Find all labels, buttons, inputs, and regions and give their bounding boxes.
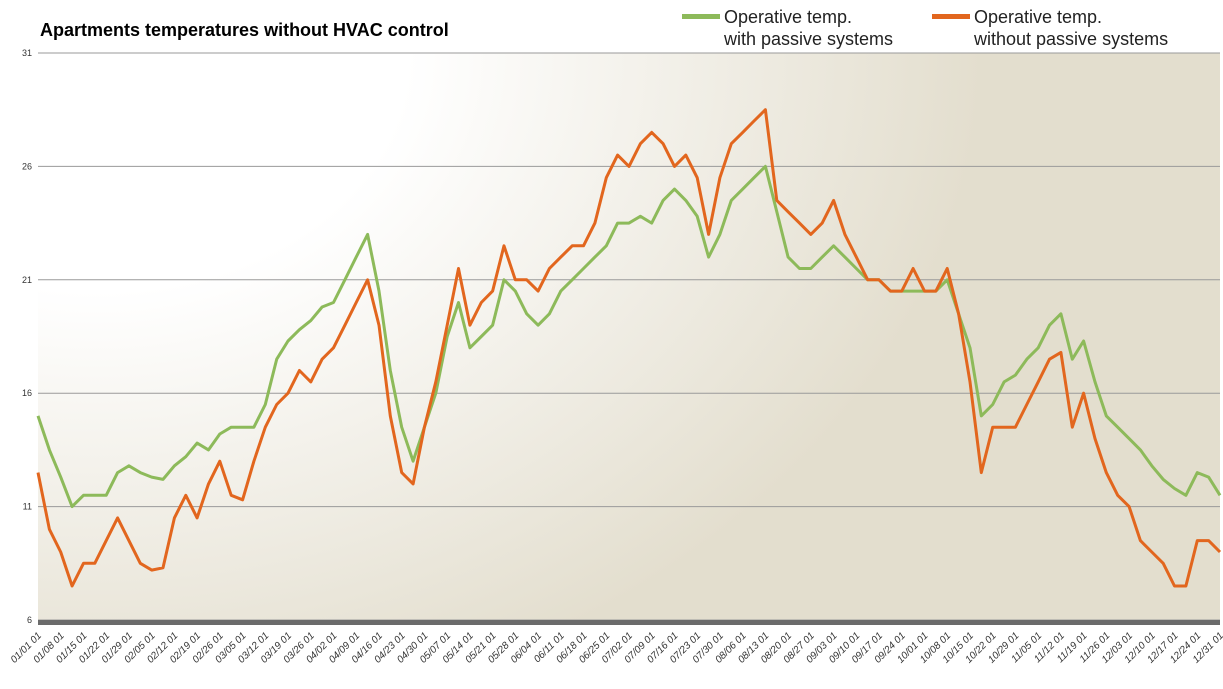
- y-tick-label: 31: [22, 48, 32, 58]
- x-axis-bar: [38, 620, 1220, 625]
- legend-label: Operative temp. without passive systems: [974, 7, 1169, 49]
- y-tick-label: 21: [22, 275, 32, 285]
- legend-label: Operative temp. with passive systems: [724, 7, 894, 49]
- y-tick-label: 11: [23, 502, 32, 512]
- legend-swatch: [682, 14, 720, 19]
- line-series: [36, 164, 1222, 509]
- legend-swatch: [932, 14, 970, 19]
- chart-title: Apartments temperatures without HVAC con…: [40, 20, 449, 40]
- y-tick-label: 26: [22, 161, 32, 171]
- y-tick-label: 16: [22, 388, 32, 398]
- plot-area: [38, 53, 1220, 620]
- line-series: [36, 108, 1222, 588]
- y-tick-label: 6: [27, 615, 32, 625]
